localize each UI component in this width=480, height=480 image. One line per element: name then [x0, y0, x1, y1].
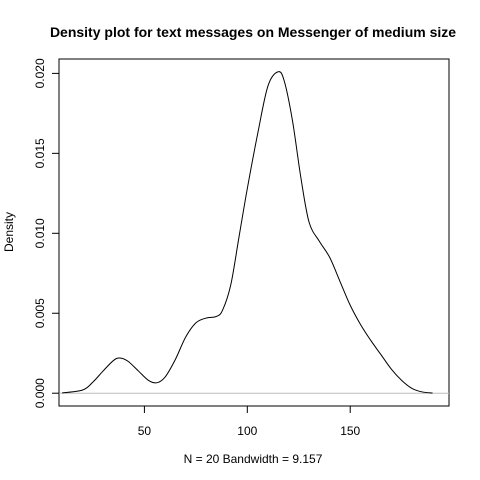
- x-tick-label: 50: [138, 424, 152, 438]
- y-axis: 0.000 0.005 0.010 0.015 0.020: [33, 58, 60, 408]
- x-tick-label: 150: [340, 424, 360, 438]
- y-tick-label: 0.020: [33, 58, 47, 88]
- y-tick-label: 0.005: [33, 298, 47, 328]
- y-tick-label: 0.000: [33, 378, 47, 408]
- x-axis: 50 100 150: [138, 405, 361, 438]
- density-curve: [62, 71, 433, 394]
- chart-title: Density plot for text messages on Messen…: [50, 24, 456, 40]
- y-tick-label: 0.010: [33, 218, 47, 248]
- x-tick-label: 100: [237, 424, 257, 438]
- y-tick-label: 0.015: [33, 138, 47, 168]
- y-axis-label: Density: [2, 212, 16, 252]
- x-axis-label: N = 20 Bandwidth = 9.157: [184, 452, 323, 466]
